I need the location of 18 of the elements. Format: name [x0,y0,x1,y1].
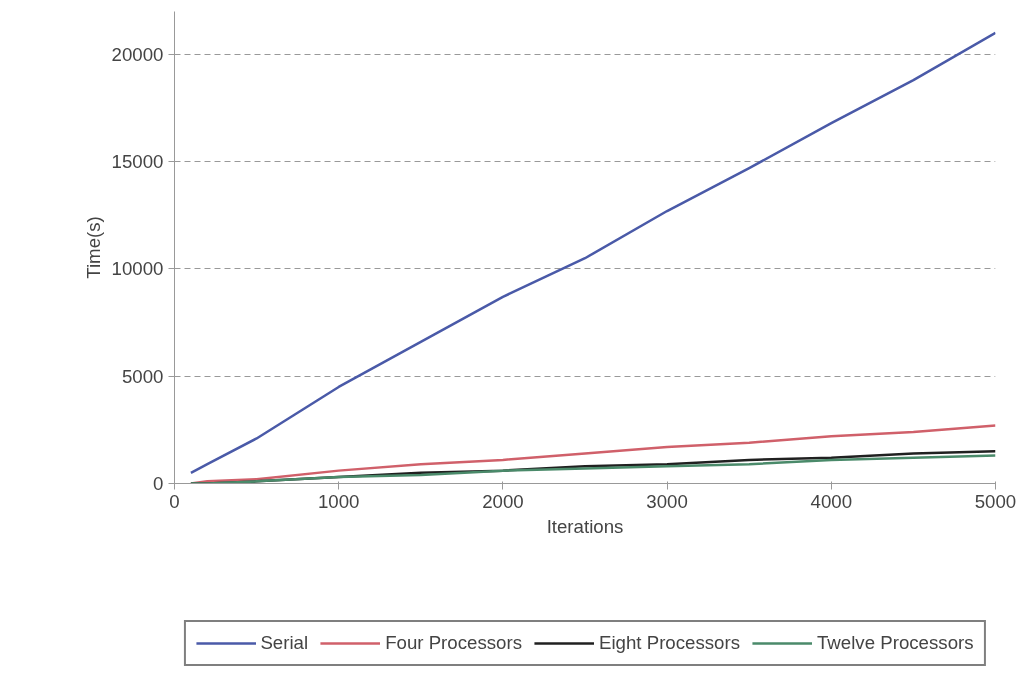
y-tick-label: 0 [153,473,164,494]
line-series [189,31,996,475]
y-tick-label: 15000 [111,151,164,173]
x-tick-label: 5000 [974,490,1017,512]
legend-label: Eight Processors [598,632,741,654]
x-tick-label: 3000 [646,490,688,512]
x-tick-label: 1000 [317,490,360,512]
x-tick-label: 4000 [810,490,853,512]
y-axis-title: Time(s) [82,216,104,279]
y-tick-label: 5000 [122,365,164,387]
legend-label: Serial [260,632,309,654]
x-tick-label: 2000 [482,490,524,512]
x-tick-label: 0 [169,490,180,512]
y-tick-label: 10000 [111,258,164,280]
legend-label: Four Processors [385,632,522,654]
x-axis-title: Iterations [546,515,624,537]
y-tick-label: 20000 [111,43,164,65]
legend-label: Twelve Processors [817,632,974,654]
